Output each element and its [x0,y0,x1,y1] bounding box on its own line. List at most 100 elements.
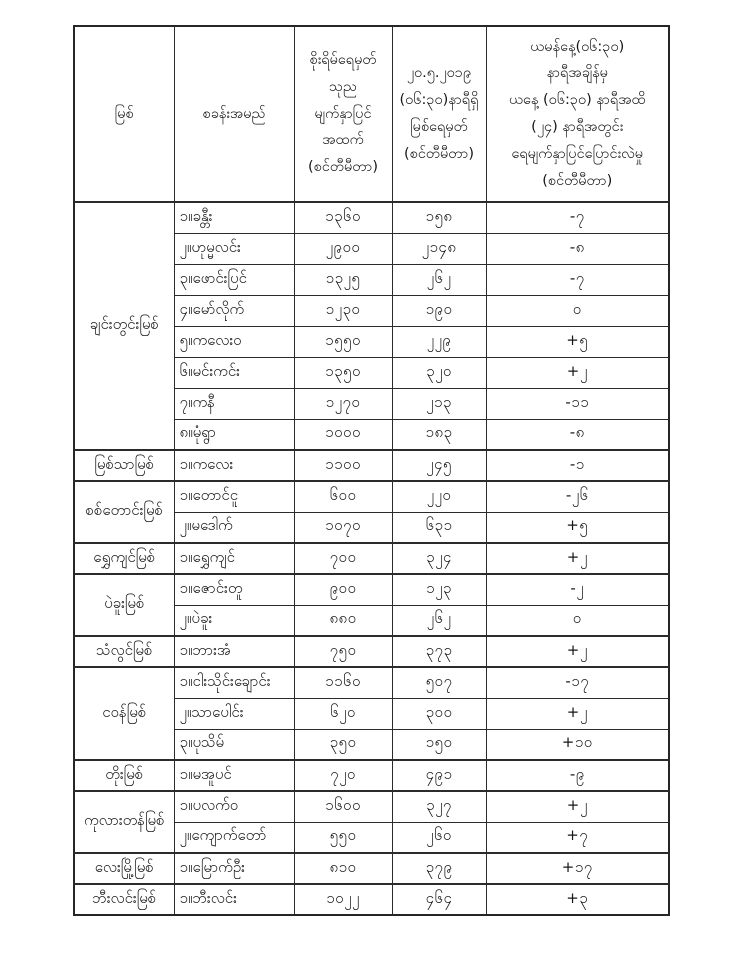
table-row: မြစ်သာမြစ် ၁။ကလေး ၁၁၀၀ ၂၄၅ -၁ [73,449,670,482]
change-24h-cell: -၂၆ [485,480,670,513]
change-24h-cell: ၀ [485,294,670,327]
col-header-station: စခန်းအမည် [173,25,295,203]
change-24h-cell: -၁၁ [485,387,670,420]
danger-level-cell: ၈၁၀ [293,852,393,885]
river-name-cell: တိုးမြစ် [73,759,175,792]
river-name-cell: ငဝန်မြစ် [73,666,175,761]
change-24h-cell: +၅ [485,325,670,358]
danger-level-cell: ၁၅၅၀ [293,325,393,358]
col-header-water-level: ၂၀.၅.၂၀၁၉ (၀၆:၃၀)နာရီရှိ မြစ်ရေမှတ် (စင်… [391,25,487,203]
station-name-cell: ၃။ပုသိမ် [173,728,295,761]
river-name-cell: မြစ်သာမြစ် [73,449,175,482]
table-row: ၂။ဟုမ္မလင်း ၂၉၀၀ ၂၁၄၈ -၈ [74,232,670,265]
table-row: ၂။မဒေါက် ၁၀၇၀ ၆၃၁ +၅ [74,511,670,544]
danger-level-cell: ၁၂၇၀ [293,387,393,420]
river-water-level-table: မြစ် စခန်းအမည် စိုးရိမ်ရေမှတ် သုည မျက်နှ… [73,25,670,916]
change-24h-cell: +၂ [485,697,670,730]
table-row: ဘီးလင်းမြစ် ၁။ဘီးလင်း ၁၀၂၂ ၄၆၄ +၃ [73,883,670,916]
water-level-cell: ၂၆၂ [391,263,487,296]
water-level-cell: ၃၀၀ [391,697,487,730]
col-header-change-24h: ယမန်နေ့(၀၆:၃၀) နာရီအချိန်မှ ယနေ့ (၀၆:၃၀)… [485,25,670,203]
river-name-cell: လေးမြို့မြစ် [73,852,175,885]
table-row: တိုးမြစ် ၁။မအူပင် ၇၂၀ ၄၉၁ -၉ [73,759,670,792]
danger-level-cell: ၇၀၀ [293,542,393,575]
change-24h-cell: -၇ [485,263,670,296]
water-level-cell: ၂၂၀ [391,480,487,513]
danger-level-cell: ၇၂၀ [293,759,393,792]
water-level-cell: ၂၄၅ [391,449,487,482]
water-level-cell: ၁၅၈ [391,201,487,234]
danger-level-cell: ၁၃၂၅ [293,263,393,296]
water-level-cell: ၃၂၀ [391,356,487,389]
danger-level-cell: ၆၂၀ [293,697,393,730]
station-name-cell: ၁။တောင်ငူ [173,480,295,513]
station-name-cell: ၂။ကျောက်တော် [173,821,295,854]
station-name-cell: ၁။ငါးသိုင်းချောင်း [173,666,295,699]
change-24h-cell: -၁ [485,449,670,482]
table-row: ၆။မင်းကင်း ၁၃၅၀ ၃၂၀ +၂ [74,356,670,389]
water-level-cell: ၃၇၉ [391,852,487,885]
water-level-cell: ၁၅၀ [391,728,487,761]
change-24h-cell: +၃ [485,883,670,916]
change-24h-cell: ၀ [485,604,670,637]
station-name-cell: ၁။မအူပင် [173,759,295,792]
station-name-cell: ၁။ပလက်ဝ [173,790,295,823]
table-row: ၈။မုံရွာ ၁၀၀၀ ၁၈၃ -၈ [74,418,670,451]
station-name-cell: ၂။မဒေါက် [173,511,295,544]
table-row: ၂။ကျောက်တော် ၅၅၀ ၂၆၀ +၇ [74,821,670,854]
water-level-cell: ၂၆၀ [391,821,487,854]
table-row: ၂။သာပေါင်း ၆၂၀ ၃၀၀ +၂ [74,697,670,730]
danger-level-cell: ၇၅၀ [293,635,393,668]
station-name-cell: ၈။မုံရွာ [173,418,295,451]
water-level-cell: ၄၉၁ [391,759,487,792]
river-name-cell: သံလွင်မြစ် [73,635,175,668]
change-24h-cell: -၈ [485,418,670,451]
danger-level-cell: ၉၀၀ [293,573,393,606]
water-level-cell: ၁၈၃ [391,418,487,451]
river-name-cell: စစ်တောင်းမြစ် [73,480,175,544]
danger-level-cell: ၁၀၂၂ [293,883,393,916]
station-name-cell: ၆။မင်းကင်း [173,356,295,389]
danger-level-cell: ၅၅၀ [293,821,393,854]
water-level-cell: ၁၉၀ [391,294,487,327]
water-level-cell: ၃၂၄ [391,542,487,575]
station-name-cell: ၃။ဖောင်းပြင် [173,263,295,296]
change-24h-cell: +၁၀ [485,728,670,761]
change-24h-cell: -၉ [485,759,670,792]
change-24h-cell: +၂ [485,542,670,575]
danger-level-cell: ၁၀၇၀ [293,511,393,544]
station-name-cell: ၄။မော်လိုက် [173,294,295,327]
water-level-cell: ၁၂၃ [391,573,487,606]
water-level-cell: ၃၂၇ [391,790,487,823]
station-name-cell: ၁။ကလေး [173,449,295,482]
header-row: မြစ် စခန်းအမည် စိုးရိမ်ရေမှတ် သုည မျက်နှ… [73,25,670,203]
change-24h-cell: +၅ [485,511,670,544]
station-name-cell: ၁။ဘားအံ [173,635,295,668]
danger-level-cell: ၁၃၅၀ [293,356,393,389]
change-24h-cell: +၂ [485,790,670,823]
water-level-cell: ၂၆၂ [391,604,487,637]
water-level-cell: ၃၇၃ [391,635,487,668]
change-24h-cell: +၂ [485,356,670,389]
table-row: ပဲခူးမြစ် ၁။ဇောင်းတူ ၉၀၀ ၁၂၃ -၂ [73,573,670,637]
danger-level-cell: ၁၁၆၀ [293,666,393,699]
water-level-cell: ၂၁၄၈ [391,232,487,265]
water-level-cell: ၂၂၉ [391,325,487,358]
col-header-river: မြစ် [73,25,175,203]
danger-level-cell: ၆၀၀ [293,480,393,513]
station-name-cell: ၁။ရွှေကျင် [173,542,295,575]
water-level-cell: ၂၁၃ [391,387,487,420]
table-row: ကုလားတန်မြစ် ၁။ပလက်ဝ ၁၆၀၀ ၃၂၇ +၂ [73,790,670,854]
change-24h-cell: -၈ [485,232,670,265]
danger-level-cell: ၁၂၃၀ [293,294,393,327]
danger-level-cell: ၈၈၀ [293,604,393,637]
change-24h-cell: -၁၇ [485,666,670,699]
river-name-cell: ဘီးလင်းမြစ် [73,883,175,916]
river-name-cell: ချင်းတွင်းမြစ် [73,201,175,451]
danger-level-cell: ၁၀၀၀ [293,418,393,451]
danger-level-cell: ၁၆၀၀ [293,790,393,823]
river-name-cell: ပဲခူးမြစ် [73,573,175,637]
river-name-cell: ကုလားတန်မြစ် [73,790,175,854]
table-row: စစ်တောင်းမြစ် ၁။တောင်ငူ ၆၀၀ ၂၂၀ -၂၆ [73,480,670,544]
